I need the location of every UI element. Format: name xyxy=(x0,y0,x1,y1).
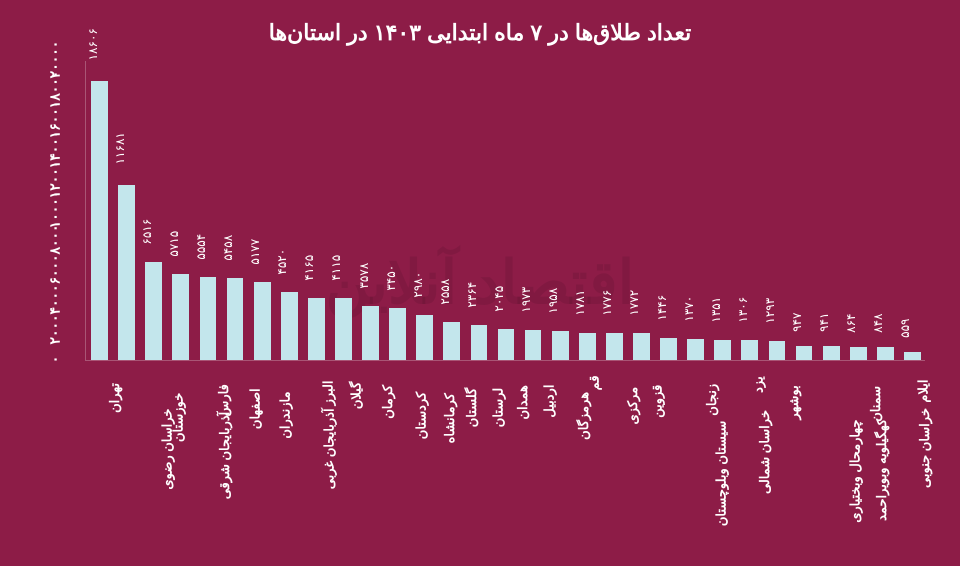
bar-value-label: ۱۷۷۲ xyxy=(627,290,641,319)
bar-value-label: ۸۴۸ xyxy=(871,314,885,336)
bar-value-label: ۱۷۷۶ xyxy=(600,290,614,319)
x-category-label: مرکزی xyxy=(625,387,641,425)
x-category-label: گلستان xyxy=(464,388,480,428)
bar-value-label: ۵۵۵۴ xyxy=(194,234,208,263)
bar-value-label: ۴۱۶۵ xyxy=(302,254,316,283)
bar xyxy=(687,339,704,360)
bar-value-label: ۹۴۱ xyxy=(817,312,831,334)
bar-value-label: ۳۴۵۰ xyxy=(384,265,398,294)
x-category-label: آذربایجان شرقی xyxy=(217,412,233,500)
bar-value-label: ۸۶۴ xyxy=(844,314,858,336)
bar xyxy=(579,333,596,360)
bar-value-label: ۴۱۱۵ xyxy=(329,255,343,284)
bar xyxy=(633,333,650,360)
bar xyxy=(172,274,189,360)
bar xyxy=(498,329,515,360)
x-category-label: مازندران xyxy=(278,392,294,439)
x-category-label: زنجان xyxy=(704,384,720,416)
x-category-label: ایلام xyxy=(916,380,932,403)
bar xyxy=(227,278,244,360)
x-category-label: قزوین xyxy=(650,385,666,418)
bar xyxy=(741,340,758,360)
bar xyxy=(525,330,542,360)
bar-value-label: ۱۹۷۳ xyxy=(519,287,533,316)
x-category-label: کهگیلویه وبویراحمد xyxy=(874,419,890,521)
x-category-label: خراسان شمالی xyxy=(757,410,773,494)
x-category-label: خراسان جنوبی xyxy=(917,408,933,488)
bar xyxy=(850,347,867,360)
bar-value-label: ۱۷۸۱ xyxy=(573,290,587,319)
bar xyxy=(823,346,840,360)
bar-value-label: ۴۵۲۰ xyxy=(275,249,289,278)
chart-title: تعداد طلاق‌ها در ۷ ماه ابتدایی ۱۴۰۳ در ا… xyxy=(30,20,930,46)
bar-value-label: ۲۹۸۰ xyxy=(411,272,425,301)
bar xyxy=(91,81,108,360)
bar xyxy=(714,340,731,360)
bar-value-label: ۱۳۵۱ xyxy=(709,297,723,326)
bar xyxy=(362,306,379,360)
bar xyxy=(660,338,677,360)
x-category-label: لرستان xyxy=(491,388,507,427)
x-category-label: تهران xyxy=(107,383,123,413)
bar-value-label: ۳۵۷۸ xyxy=(357,263,371,292)
x-category-label: کردستان xyxy=(413,392,429,439)
x-category-label: سیستان وبلوچستان xyxy=(713,421,729,526)
x-category-label: فارس xyxy=(216,384,232,416)
bar xyxy=(552,331,569,360)
chart-container: تعداد طلاق‌ها در ۷ ماه ابتدایی ۱۴۰۳ در ا… xyxy=(0,0,960,566)
x-category-label: یزد xyxy=(750,376,766,393)
bar-value-label: ۵۷۱۵ xyxy=(167,231,181,260)
bar xyxy=(118,185,135,360)
x-category-label: خوزستان xyxy=(170,393,186,442)
bar-value-label: ۵۱۷۷ xyxy=(248,239,262,268)
x-category-label: قم xyxy=(587,375,603,390)
bar-value-label: ۱۴۴۶ xyxy=(655,295,669,324)
bar xyxy=(796,346,813,360)
x-category-label: سمنان xyxy=(868,386,884,422)
bar xyxy=(877,347,894,360)
bar-value-label: ۲۳۶۴ xyxy=(465,281,479,310)
bar xyxy=(308,298,325,360)
bar xyxy=(471,325,488,360)
bar xyxy=(145,262,162,360)
y-axis: ۰۲۰۰۰۴۰۰۰۶۰۰۰۸۰۰۰۱۰۰۰۰۱۲۰۰۰۱۴۰۰۰۱۶۰۰۰۱۸۰… xyxy=(30,61,85,541)
x-category-label: اردبیل xyxy=(542,385,558,418)
bar xyxy=(254,282,271,360)
x-labels-region: تهرانخراسان رضویخوزستانآذربایجان شرقیفار… xyxy=(85,363,925,543)
x-category-label: کرمان xyxy=(379,385,395,419)
x-category-label: هرمزگان xyxy=(576,392,592,440)
bar xyxy=(769,341,786,360)
y-tick-label: ۲۰۰۰۰ xyxy=(47,40,64,80)
bar xyxy=(200,277,217,360)
bars-region: ۱۸۶۰۶۱۱۶۸۱۶۵۱۶۵۷۱۵۵۵۵۴۵۴۵۸۵۱۷۷۴۵۲۰۴۱۶۵۴۱… xyxy=(85,61,925,361)
x-category-label: آذربایجان غربی xyxy=(322,408,338,489)
plot-area: ۰۲۰۰۰۴۰۰۰۶۰۰۰۸۰۰۰۱۰۰۰۰۱۲۰۰۰۱۴۰۰۰۱۶۰۰۰۱۸۰… xyxy=(30,61,930,541)
x-category-label: کرمانشاه xyxy=(442,393,458,443)
bar xyxy=(416,315,433,360)
bar-value-label: ۱۳۷۰ xyxy=(682,296,696,325)
bar-value-label: ۱۳۰۶ xyxy=(736,297,750,326)
bar-value-label: ۵۴۵۸ xyxy=(221,235,235,264)
bar-value-label: ۲۰۴۵ xyxy=(492,286,506,315)
bar xyxy=(606,333,623,360)
bar xyxy=(443,322,460,360)
bar xyxy=(904,352,921,360)
bar xyxy=(389,308,406,360)
bar-value-label: ۱۲۹۳ xyxy=(763,297,777,326)
bar-value-label: ۶۵۱۶ xyxy=(140,219,154,248)
x-category-label: البرز xyxy=(321,380,337,405)
x-category-label: اصفهان xyxy=(247,388,263,429)
bar-value-label: ۱۸۶۰۶ xyxy=(86,28,100,63)
x-category-label: گیلان xyxy=(349,382,365,409)
x-category-label: چهارمحال وبختیاری xyxy=(848,420,864,523)
x-category-label: بوشهر xyxy=(786,385,802,419)
bar-value-label: ۵۵۹ xyxy=(898,318,912,340)
x-category-label: همدان xyxy=(515,385,531,419)
bar-value-label: ۹۴۷ xyxy=(790,312,804,334)
bar-value-label: ۱۹۵۸ xyxy=(546,287,560,316)
bar-value-label: ۱۱۶۸۱ xyxy=(113,132,127,167)
bar xyxy=(281,292,298,360)
bar-value-label: ۲۵۵۸ xyxy=(438,278,452,307)
bar xyxy=(335,298,352,360)
